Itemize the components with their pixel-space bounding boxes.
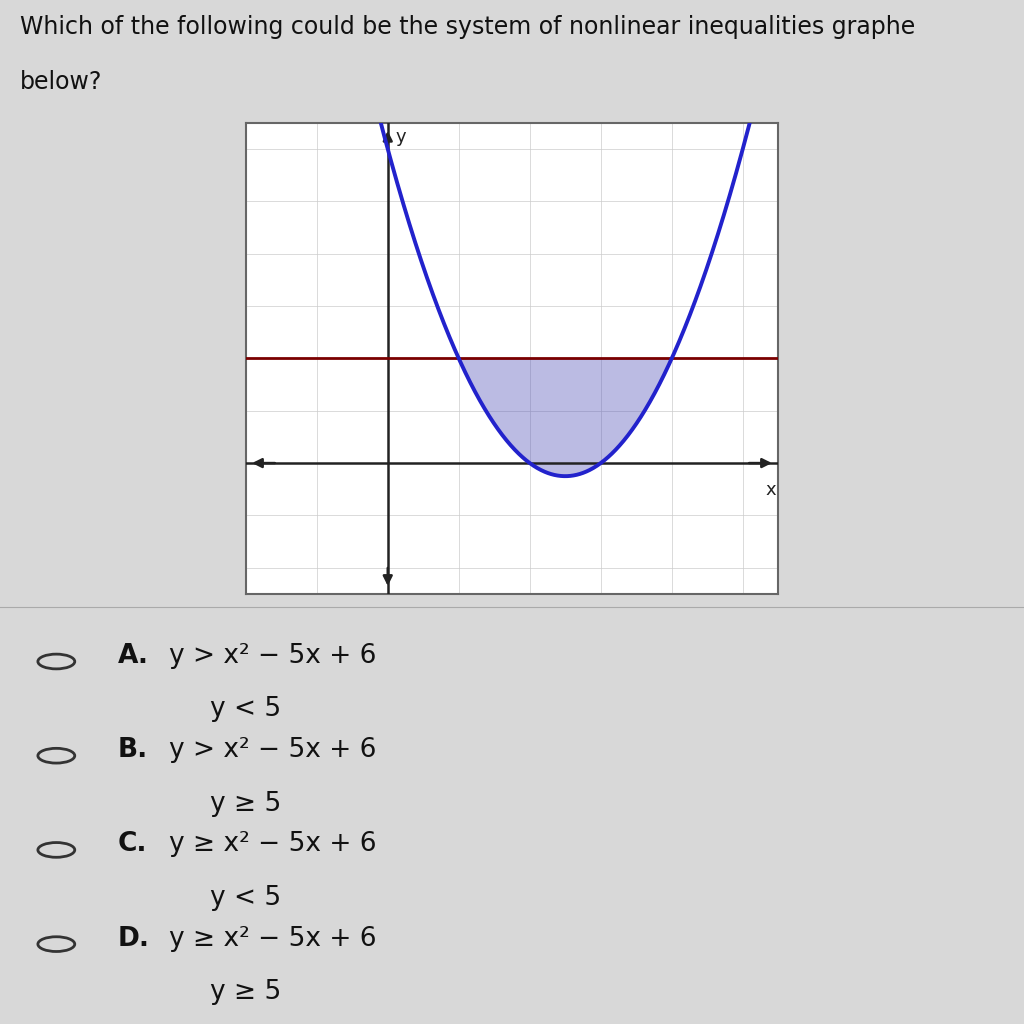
Text: D.: D.	[118, 926, 150, 951]
Text: Which of the following could be the system of nonlinear inequalities graphe: Which of the following could be the syst…	[20, 14, 915, 39]
Text: y > x² − 5x + 6: y > x² − 5x + 6	[169, 737, 377, 763]
Text: y ≥ x² − 5x + 6: y ≥ x² − 5x + 6	[169, 926, 377, 951]
Text: y: y	[395, 128, 406, 146]
Text: y < 5: y < 5	[210, 885, 281, 910]
Text: A.: A.	[118, 643, 148, 669]
Text: B.: B.	[118, 737, 148, 763]
Text: y < 5: y < 5	[210, 696, 281, 722]
Text: below?: below?	[20, 70, 102, 94]
Text: C.: C.	[118, 831, 147, 857]
Text: y ≥ 5: y ≥ 5	[210, 791, 282, 816]
Text: x: x	[766, 481, 776, 500]
Text: y > x² − 5x + 6: y > x² − 5x + 6	[169, 643, 377, 669]
Text: y ≥ 5: y ≥ 5	[210, 979, 282, 1005]
Text: y ≥ x² − 5x + 6: y ≥ x² − 5x + 6	[169, 831, 377, 857]
